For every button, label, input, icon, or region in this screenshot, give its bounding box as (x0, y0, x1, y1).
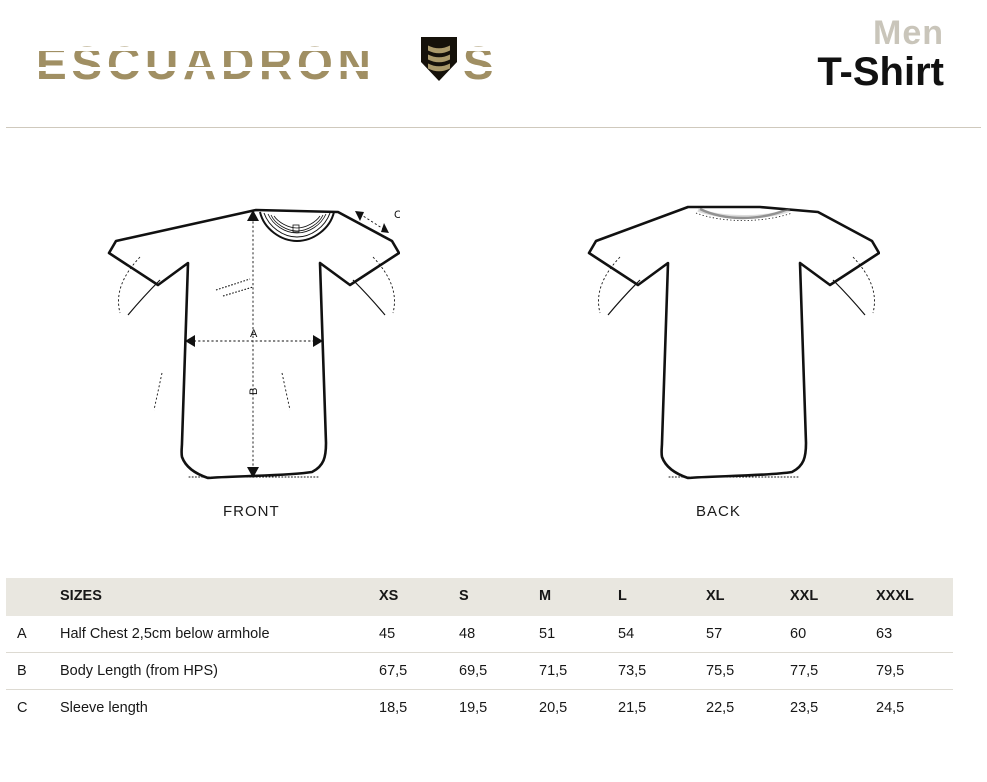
svg-text:C: C (394, 209, 400, 221)
svg-text:B: B (248, 388, 260, 395)
svg-text:A: A (250, 328, 258, 340)
